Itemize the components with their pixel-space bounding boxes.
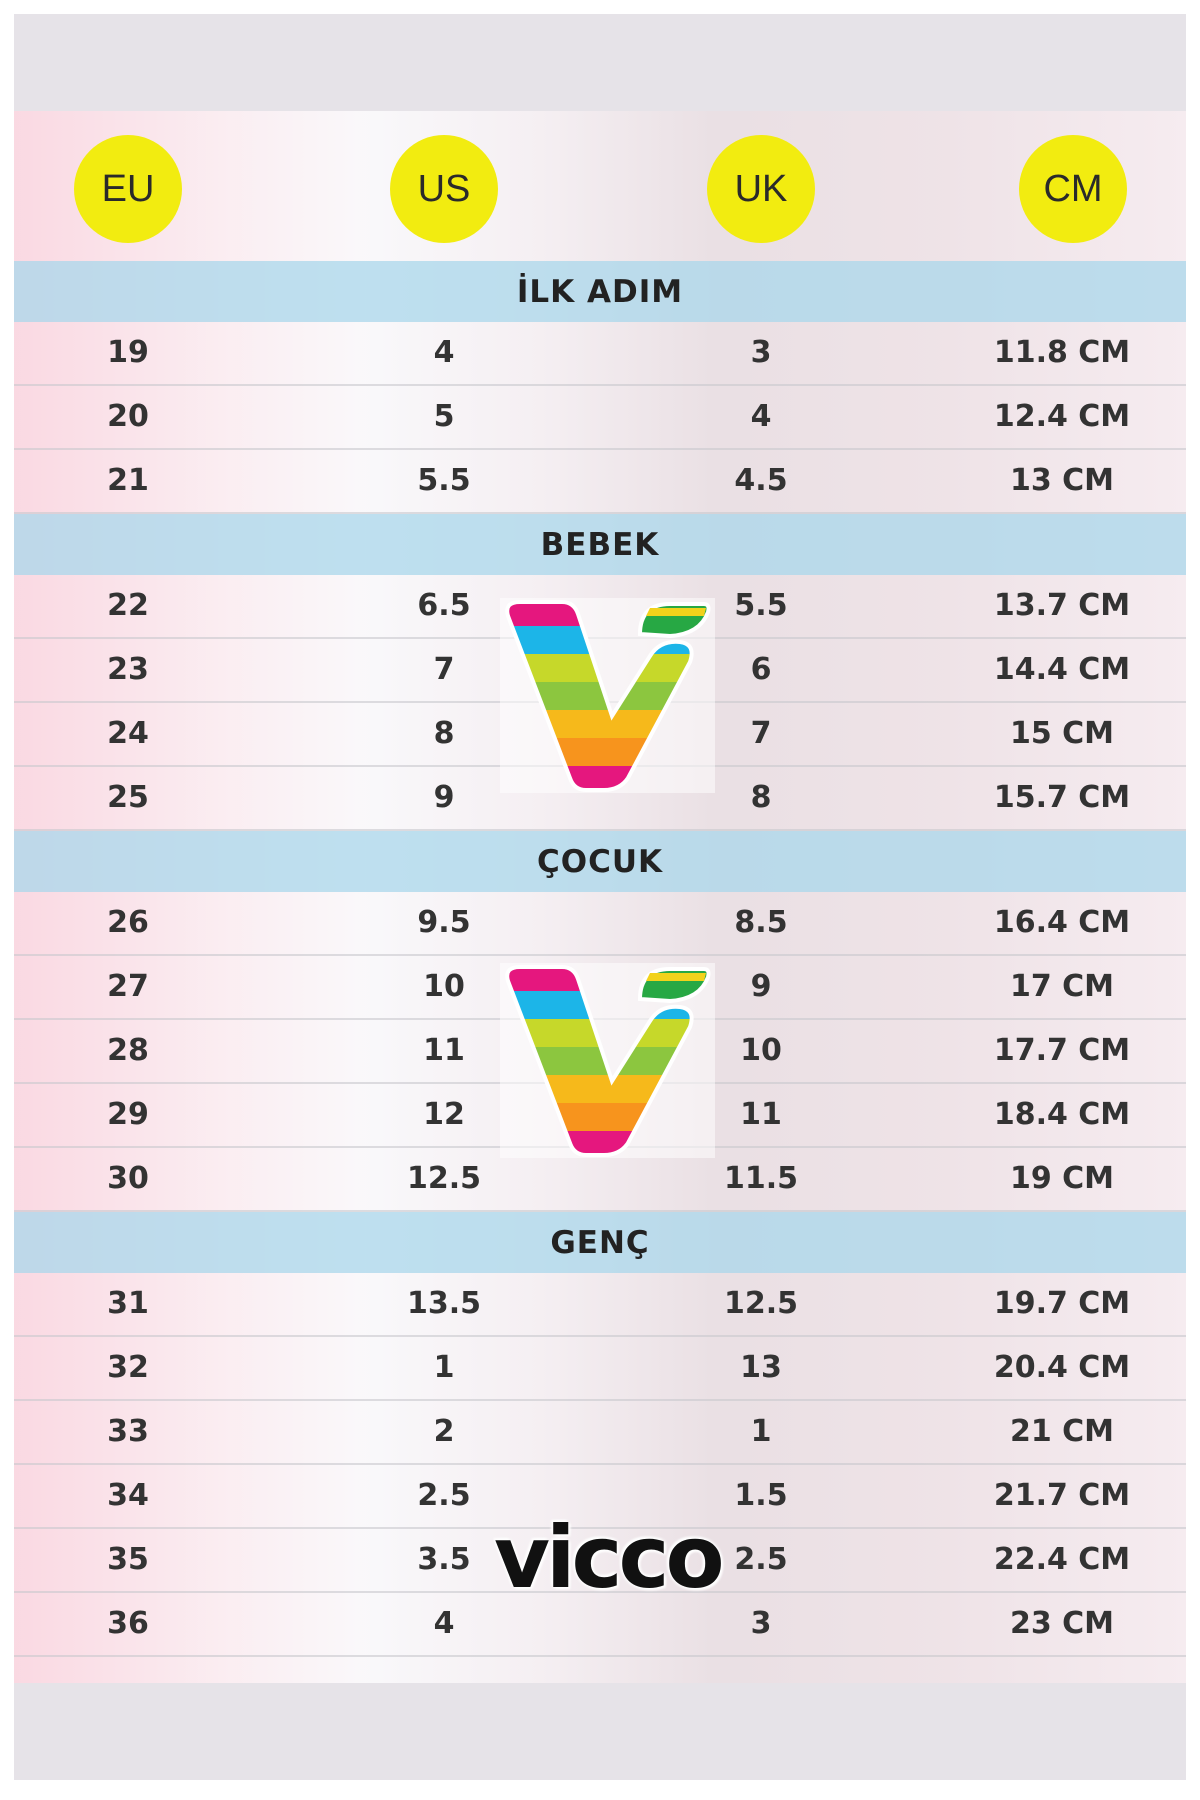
cell-uk: 11.5 (723, 1161, 799, 1196)
header-us: US (390, 135, 498, 243)
cell-us: 12.5 (406, 1161, 482, 1196)
cell-eu: 34 (107, 1478, 149, 1513)
cell-uk: 1 (750, 1414, 772, 1449)
cell-uk: 8.5 (734, 905, 788, 940)
cell-cm: 17 CM (1009, 969, 1115, 1004)
cell-us: 12 (423, 1097, 465, 1132)
cell-eu: 20 (107, 399, 149, 434)
header-uk: UK (707, 135, 815, 243)
cell-uk: 3 (750, 1606, 772, 1641)
cell-cm: 17.7 CM (993, 1033, 1131, 1068)
cell-us: 8 (433, 716, 455, 751)
cell-us: 3.5 (417, 1542, 471, 1577)
cell-eu: 23 (107, 652, 149, 687)
table-row: 32 1 13 20.4 CM (14, 1337, 1186, 1401)
cell-us: 4 (433, 335, 455, 370)
vicco-logo: vicco (494, 1508, 725, 1608)
column-headers: EU US UK CM (14, 111, 1186, 261)
cell-us: 9 (433, 780, 455, 815)
size-table: İLK ADIM 19 4 3 11.8 CM 20 5 4 12.4 CM 21 5.5 4.5 13… (14, 261, 1186, 1657)
section-band: GENÇ (14, 1212, 1186, 1273)
cell-eu: 36 (107, 1606, 149, 1641)
cell-us: 9.5 (417, 905, 471, 940)
cell-eu: 25 (107, 780, 149, 815)
cell-us: 6.5 (417, 588, 471, 623)
cell-cm: 13 CM (1009, 463, 1115, 498)
cell-uk: 8 (750, 780, 772, 815)
cell-eu: 21 (107, 463, 149, 498)
cell-cm: 18.4 CM (993, 1097, 1131, 1132)
cell-cm: 19 CM (1009, 1161, 1115, 1196)
cell-us: 7 (433, 652, 455, 687)
rainbow-v-logo-icon (500, 963, 715, 1158)
cell-us: 11 (423, 1033, 465, 1068)
cell-eu: 33 (107, 1414, 149, 1449)
cell-uk: 12.5 (723, 1286, 799, 1321)
cell-us: 5 (433, 399, 455, 434)
cell-eu: 29 (107, 1097, 149, 1132)
cell-uk: 13 (740, 1350, 782, 1385)
cell-uk: 9 (750, 969, 772, 1004)
cell-uk: 2.5 (734, 1542, 788, 1577)
cell-eu: 35 (107, 1542, 149, 1577)
table-row: 26 9.5 8.5 16.4 CM (14, 892, 1186, 956)
cell-cm: 12.4 CM (993, 399, 1131, 434)
cell-us: 5.5 (417, 463, 471, 498)
cell-uk: 1.5 (734, 1478, 788, 1513)
table-row: 33 2 1 21 CM (14, 1401, 1186, 1465)
cell-uk: 5.5 (734, 588, 788, 623)
table-row: 31 13.5 12.5 19.7 CM (14, 1273, 1186, 1337)
rainbow-v-logo-icon (500, 598, 715, 793)
cell-us: 1 (433, 1350, 455, 1385)
table-row: 35 3.5 2.5 22.4 CM (14, 1529, 1186, 1593)
cell-cm: 15 CM (1009, 716, 1115, 751)
cell-us: 10 (423, 969, 465, 1004)
cell-uk: 11 (740, 1097, 782, 1132)
cell-eu: 19 (107, 335, 149, 370)
cell-us: 4 (433, 1606, 455, 1641)
cell-eu: 26 (107, 905, 149, 940)
cell-uk: 10 (740, 1033, 782, 1068)
table-row: 19 4 3 11.8 CM (14, 322, 1186, 386)
cell-eu: 27 (107, 969, 149, 1004)
cell-cm: 22.4 CM (993, 1542, 1131, 1577)
section-band: İLK ADIM (14, 261, 1186, 322)
section-band: BEBEK (14, 514, 1186, 575)
table-row: 25 9 8 15.7 CM (14, 767, 1186, 831)
table-row: 34 2.5 1.5 21.7 CM (14, 1465, 1186, 1529)
cell-cm: 13.7 CM (993, 588, 1131, 623)
table-row: 20 5 4 12.4 CM (14, 386, 1186, 450)
cell-cm: 19.7 CM (993, 1286, 1131, 1321)
cell-cm: 16.4 CM (993, 905, 1131, 940)
cell-cm: 21 CM (1009, 1414, 1115, 1449)
cell-uk: 4 (750, 399, 772, 434)
cell-cm: 21.7 CM (993, 1478, 1131, 1513)
cell-eu: 31 (107, 1286, 149, 1321)
cell-eu: 22 (107, 588, 149, 623)
cell-uk: 4.5 (734, 463, 788, 498)
cell-eu: 32 (107, 1350, 149, 1385)
cell-us: 2 (433, 1414, 455, 1449)
cell-cm: 20.4 CM (993, 1350, 1131, 1385)
header-cm: CM (1019, 135, 1127, 243)
cell-eu: 30 (107, 1161, 149, 1196)
cell-uk: 3 (750, 335, 772, 370)
table-row: 21 5.5 4.5 13 CM (14, 450, 1186, 514)
cell-cm: 23 CM (1009, 1606, 1115, 1641)
table-row: 36 4 3 23 CM (14, 1593, 1186, 1657)
cell-cm: 11.8 CM (993, 335, 1131, 370)
cell-eu: 24 (107, 716, 149, 751)
cell-us: 13.5 (406, 1286, 482, 1321)
cell-us: 2.5 (417, 1478, 471, 1513)
cell-cm: 14.4 CM (993, 652, 1131, 687)
cell-uk: 6 (750, 652, 772, 687)
section-band: ÇOCUK (14, 831, 1186, 892)
cell-cm: 15.7 CM (993, 780, 1131, 815)
size-chart: EU US UK CM İLK ADIM 19 4 3 11.8 CM 20 5 4 12.4 … (14, 111, 1186, 1657)
cell-uk: 7 (750, 716, 772, 751)
cell-eu: 28 (107, 1033, 149, 1068)
table-row: 30 12.5 11.5 19 CM (14, 1148, 1186, 1212)
background-photo (14, 111, 1186, 1683)
header-eu: EU (74, 135, 182, 243)
